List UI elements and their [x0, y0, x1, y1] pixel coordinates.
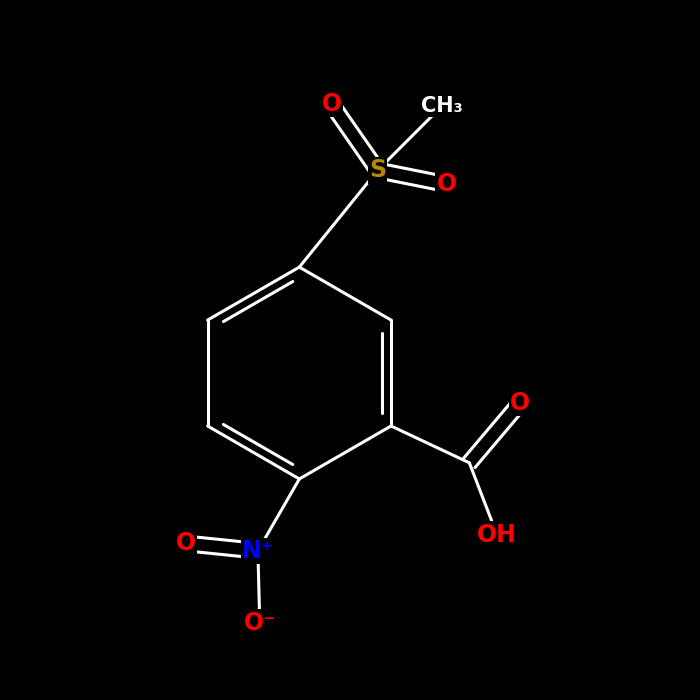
- Text: O: O: [437, 172, 457, 196]
- Text: O: O: [510, 391, 530, 415]
- Text: S: S: [369, 158, 386, 183]
- Text: CH₃: CH₃: [421, 96, 463, 116]
- Text: O: O: [321, 92, 342, 116]
- Text: O⁻: O⁻: [244, 610, 276, 635]
- Text: N⁺: N⁺: [241, 539, 274, 563]
- Text: OH: OH: [477, 523, 517, 547]
- Text: O: O: [176, 531, 196, 555]
